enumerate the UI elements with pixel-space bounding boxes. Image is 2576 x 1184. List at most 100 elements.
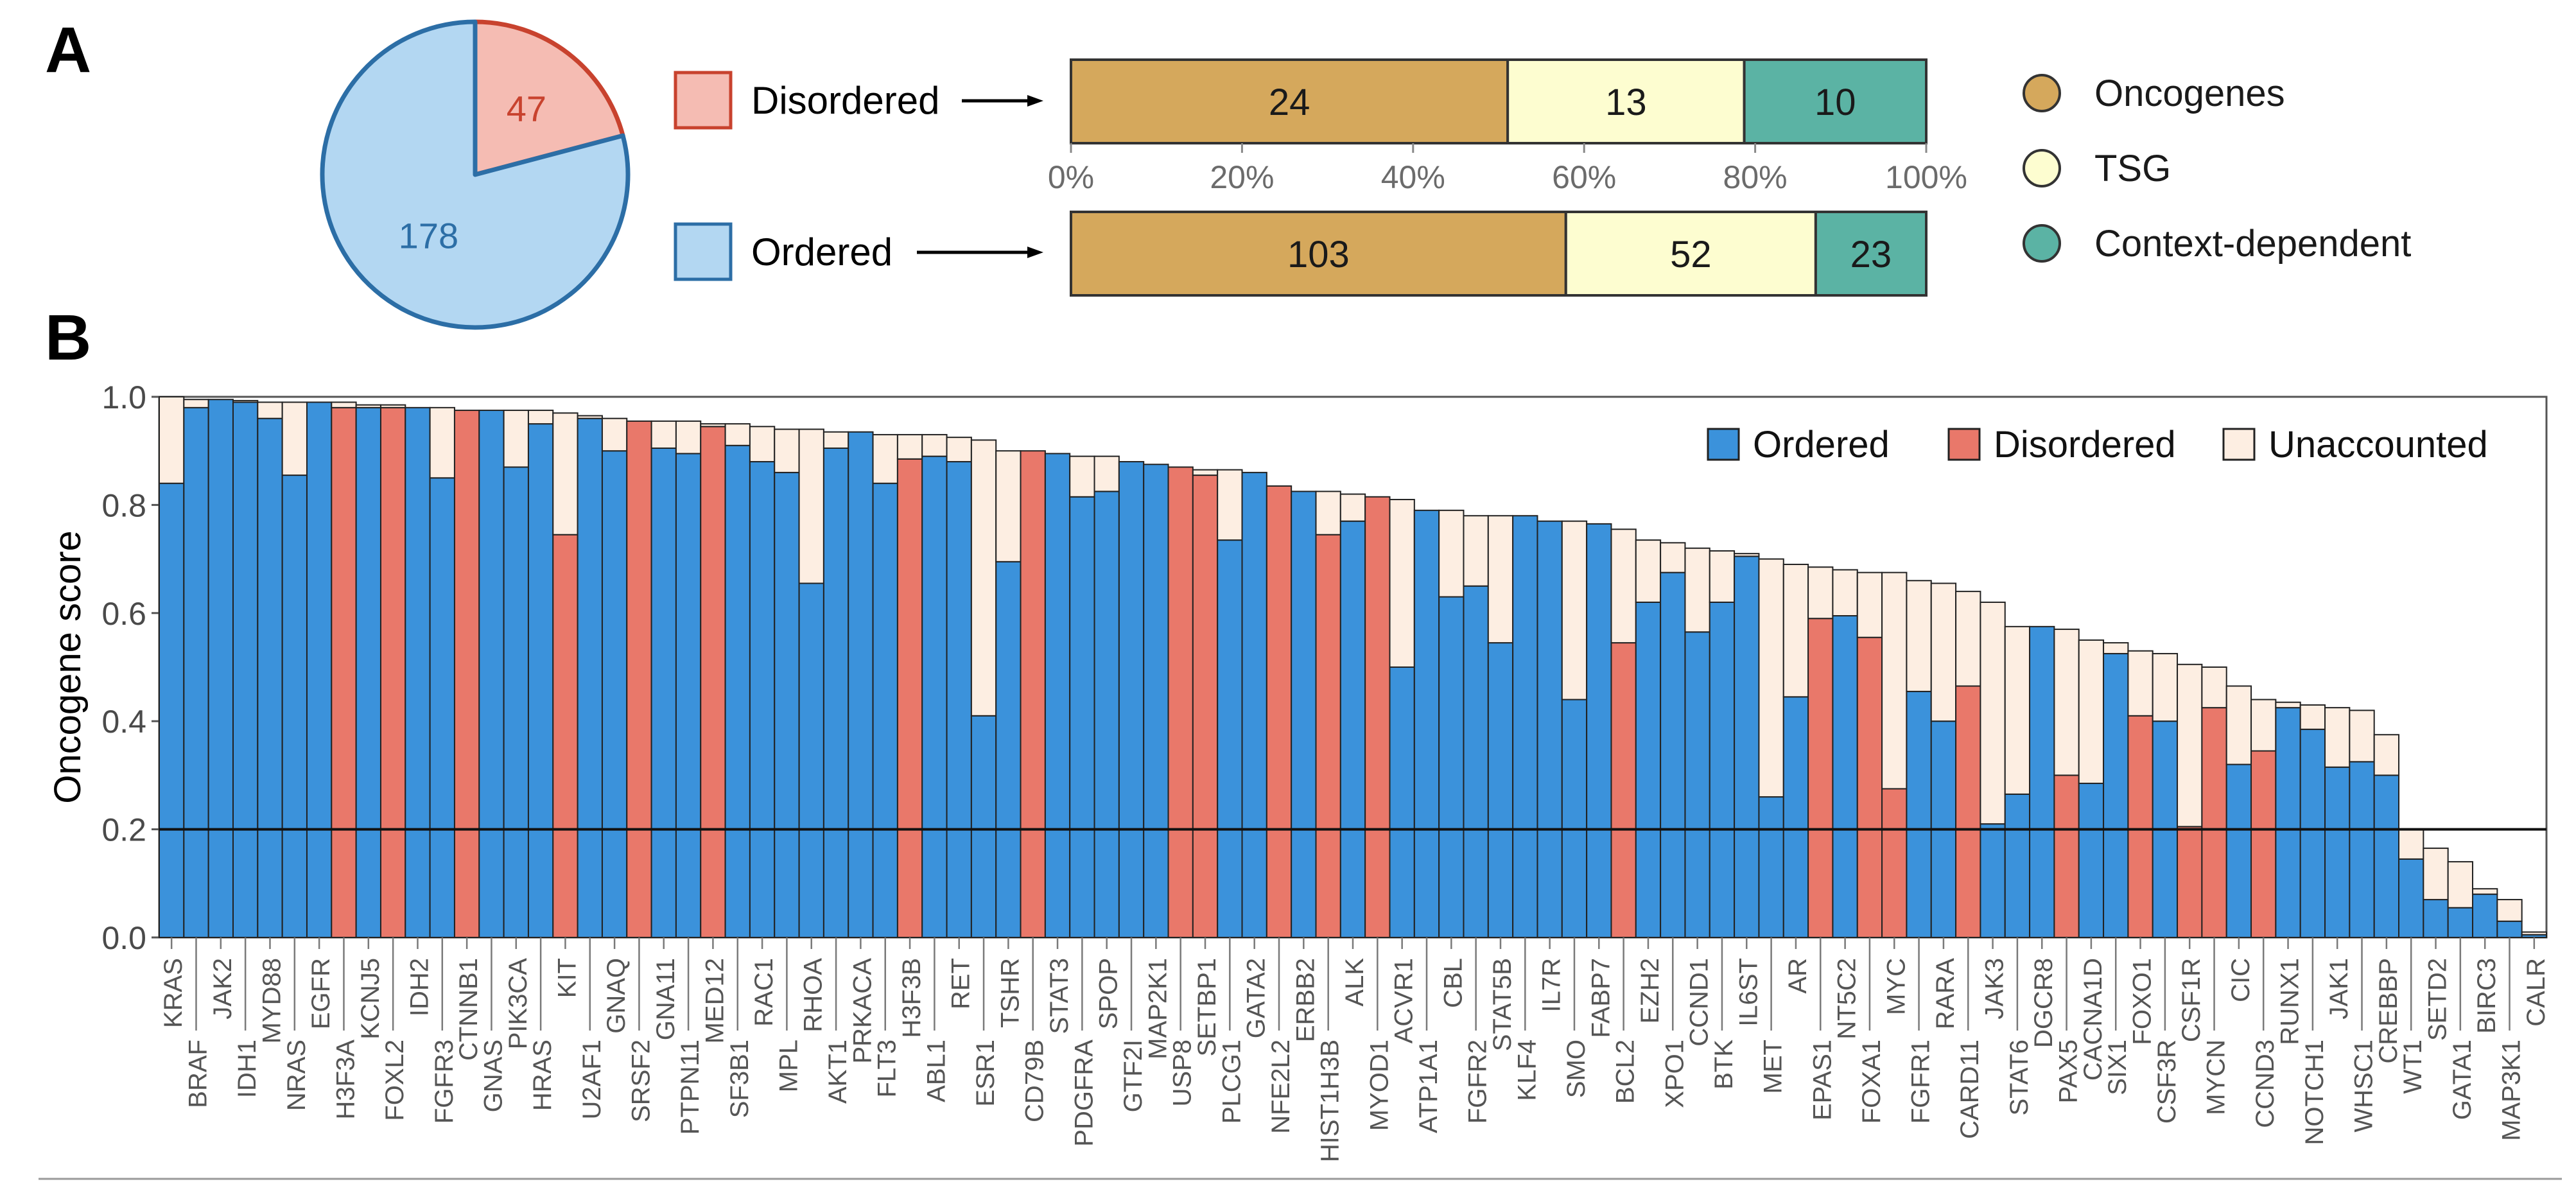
bar-unaccounted-map3k1 bbox=[2496, 899, 2523, 922]
bar-braf bbox=[183, 406, 209, 938]
x-tick-label-nras: NRAS bbox=[283, 1040, 311, 1111]
bar-unaccounted-foxl2 bbox=[379, 404, 406, 408]
bar-cbl bbox=[1438, 596, 1465, 938]
bar-ccnd1 bbox=[1684, 631, 1710, 939]
bar-gnas bbox=[478, 410, 505, 938]
x-tick-label-pax5: PAX5 bbox=[2055, 1040, 2083, 1103]
x-tick-label-kit: KIT bbox=[553, 958, 581, 998]
bar-cd79b bbox=[1020, 450, 1046, 938]
bar-unaccounted-whsc1 bbox=[2349, 710, 2375, 763]
bar-unaccounted-card11 bbox=[1955, 591, 1981, 687]
x-tick-label-pdgfra: PDGFRA bbox=[1070, 1040, 1098, 1147]
bar-unaccounted-ret bbox=[946, 437, 972, 463]
x-tick-label-birc3: BIRC3 bbox=[2473, 958, 2501, 1034]
x-tick-label-alk: ALK bbox=[1341, 958, 1369, 1007]
bar-ret bbox=[946, 461, 972, 938]
x-tick-label-egfr: EGFR bbox=[307, 958, 335, 1029]
bar-unaccounted-il6st bbox=[1734, 553, 1760, 557]
x-tick-label-pik3ca: PIK3CA bbox=[504, 958, 532, 1050]
bar-met bbox=[1758, 796, 1784, 938]
arrowhead-disordered bbox=[1027, 95, 1043, 107]
bar-idh1 bbox=[232, 401, 259, 938]
bar-il6st bbox=[1734, 555, 1760, 938]
bar-unaccounted-tshr bbox=[995, 450, 1022, 562]
axis-tick-label: 100% bbox=[1885, 159, 1967, 195]
x-tick-label-fgfr1: FGFR1 bbox=[1907, 1040, 1935, 1124]
x-tick-label-crebbp: CREBBP bbox=[2374, 958, 2403, 1064]
legend-swatch-disordered bbox=[1947, 428, 1981, 461]
bar-epas1 bbox=[1807, 618, 1834, 938]
pie-slice-disordered bbox=[473, 19, 625, 177]
bar-dgcr8 bbox=[2029, 625, 2055, 938]
bar-pdgfra bbox=[1069, 496, 1095, 938]
x-tick-label-atp1a1: ATP1A1 bbox=[1414, 1040, 1443, 1133]
bar-h3f3a bbox=[331, 406, 357, 938]
bar-unaccounted-gnaq bbox=[601, 417, 628, 452]
bar-fgfr2 bbox=[1463, 585, 1489, 938]
x-tick-label-bcl2: BCL2 bbox=[1612, 1040, 1640, 1104]
bar-klf4 bbox=[1512, 515, 1538, 938]
bar-unaccounted-crebbp bbox=[2373, 734, 2400, 776]
bar-unaccounted-spop bbox=[1093, 455, 1120, 492]
bar-akt1 bbox=[822, 447, 849, 938]
panel-label-b: B bbox=[45, 302, 91, 374]
x-tick-label-card11: CARD11 bbox=[1956, 1040, 1984, 1139]
bar-unaccounted-gna11 bbox=[650, 420, 677, 449]
x-tick-label-gtf2i: GTF2I bbox=[1119, 1040, 1147, 1112]
bar-unaccounted-met bbox=[1758, 558, 1784, 798]
bar-label-disordered-oncogenes: 24 bbox=[1269, 82, 1310, 123]
x-tick-label-acvr1: ACVR1 bbox=[1390, 958, 1418, 1043]
bar-unaccounted-six1 bbox=[2103, 642, 2129, 654]
axis-tick-label: 80% bbox=[1723, 159, 1788, 195]
bar-ordered-tsg bbox=[1564, 211, 1817, 297]
x-tick-label-foxa1: FOXA1 bbox=[1858, 1040, 1886, 1124]
bar-unaccounted-mycn bbox=[2201, 666, 2227, 709]
x-tick-label-kras: KRAS bbox=[159, 958, 187, 1028]
x-tick-label-nt5c2: NT5C2 bbox=[1833, 958, 1861, 1040]
legend-swatch-ordered bbox=[1707, 428, 1740, 461]
bar-unaccounted-myc bbox=[1881, 571, 1908, 790]
bar-unaccounted-calr bbox=[2521, 931, 2548, 936]
bar-unaccounted-plcg1 bbox=[1217, 469, 1243, 541]
x-tick-label-ar: AR bbox=[1784, 958, 1812, 994]
x-tick-label-stat3: STAT3 bbox=[1045, 958, 1074, 1034]
legend-label-oncogenes: Oncogenes bbox=[2094, 73, 2285, 114]
x-tick-label-u2af1: U2AF1 bbox=[578, 1040, 606, 1120]
bar-ezh2 bbox=[1635, 601, 1662, 938]
bar-whsc1 bbox=[2349, 761, 2375, 938]
bar-atp1a1 bbox=[1413, 509, 1440, 938]
bar-flt3 bbox=[872, 482, 898, 938]
x-tick-label-gata2: GATA2 bbox=[1242, 958, 1271, 1038]
bar-unaccounted-idh1 bbox=[232, 399, 259, 403]
x-tick-label-cbl: CBL bbox=[1439, 958, 1467, 1008]
bar-unaccounted-setbp1 bbox=[1192, 469, 1219, 476]
pie-slice-ordered bbox=[320, 19, 631, 330]
bar-unaccounted-esr1 bbox=[970, 439, 997, 717]
bar-gna11 bbox=[650, 447, 677, 938]
bar-foxl2 bbox=[379, 406, 406, 938]
bar-ptpn11 bbox=[675, 453, 702, 938]
bar-unaccounted-pik3ca bbox=[503, 410, 529, 468]
bar-unaccounted-btk bbox=[1709, 550, 1736, 603]
x-tick-label-stat5b: STAT5B bbox=[1488, 958, 1517, 1051]
x-tick-label-rara: RARA bbox=[1931, 958, 1960, 1029]
x-tick-label-jak3: JAK3 bbox=[1981, 958, 2009, 1020]
x-tick-label-ctnnb1: CTNNB1 bbox=[455, 958, 483, 1061]
bar-unaccounted-notch1 bbox=[2299, 704, 2326, 730]
bar-rhoa bbox=[798, 582, 824, 938]
x-tick-label-csf3r: CSF3R bbox=[2153, 1040, 2181, 1124]
x-tick-label-flt3: FLT3 bbox=[873, 1040, 901, 1097]
bar-wt1 bbox=[2398, 858, 2424, 939]
bar-myc bbox=[1881, 788, 1908, 938]
bar-unaccounted-sf3b1 bbox=[724, 423, 751, 446]
x-tick-label-ccnd3: CCND3 bbox=[2251, 1040, 2279, 1128]
x-tick-label-il7r: IL7R bbox=[1538, 958, 1566, 1013]
bar-unaccounted-jak1 bbox=[2324, 707, 2351, 768]
bar-unaccounted-h3f3a bbox=[331, 401, 357, 408]
bar-unaccounted-birc3 bbox=[2472, 888, 2498, 895]
bar-unaccounted-h3f3b bbox=[896, 433, 923, 460]
bar-nt5c2 bbox=[1832, 615, 1858, 938]
bar-map2k1 bbox=[1143, 464, 1169, 938]
bar-unaccounted-wt1 bbox=[2398, 828, 2424, 860]
